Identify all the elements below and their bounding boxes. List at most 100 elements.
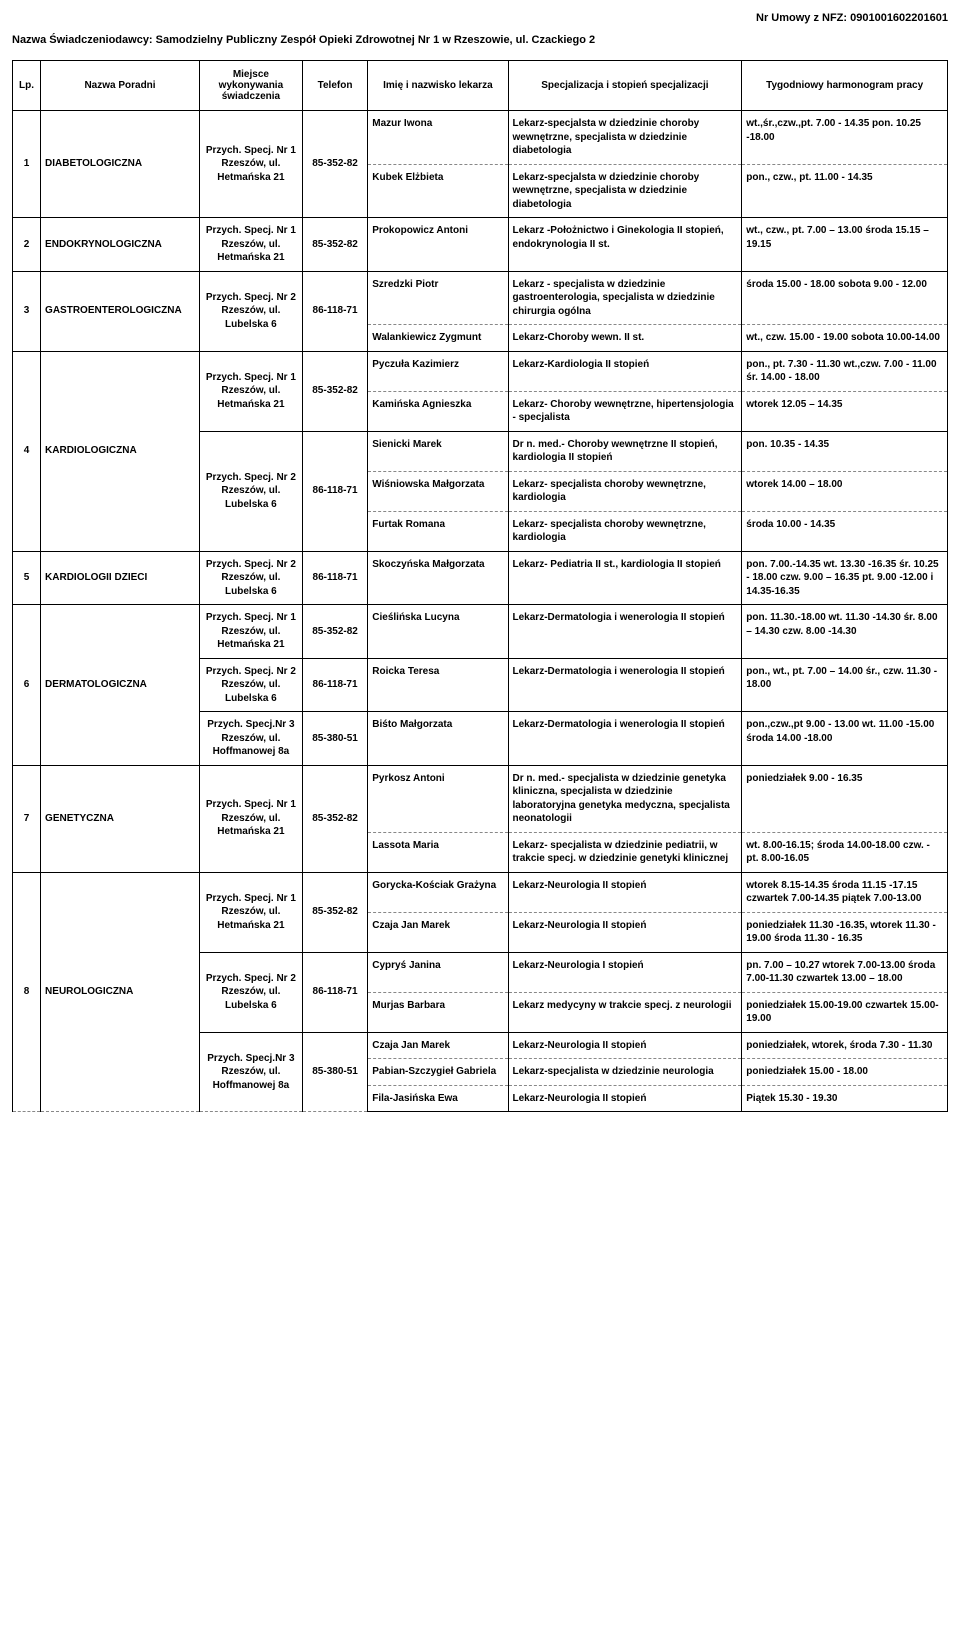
cell-doctor: Prokopowicz Antoni	[368, 218, 508, 272]
cell-lp: 7	[13, 765, 41, 872]
cell-spec: Lekarz medycyny w trakcie specj. z neuro…	[508, 992, 742, 1032]
cell-clinic: DERMATOLOGICZNA	[41, 605, 200, 766]
contract-number: Nr Umowy z NFZ: 0901001602201601	[12, 12, 948, 24]
cell-schedule: poniedziałek 15.00 - 18.00	[742, 1059, 948, 1086]
cell-doctor: Fila-Jasińska Ewa	[368, 1085, 508, 1112]
cell-clinic: ENDOKRYNOLOGICZNA	[41, 218, 200, 272]
cell-place: Przych. Specj. Nr 2 Rzeszów, ul. Lubelsk…	[199, 551, 302, 605]
table-row: 4KARDIOLOGICZNAPrzych. Specj. Nr 1 Rzesz…	[13, 351, 948, 391]
cell-place: Przych. Specj. Nr 1 Rzeszów, ul. Hetmańs…	[199, 218, 302, 272]
cell-spec: Lekarz-Dermatologia i wenerologia II sto…	[508, 605, 742, 659]
cell-schedule: środa 15.00 - 18.00 sobota 9.00 - 12.00	[742, 271, 948, 325]
cell-clinic: GENETYCZNA	[41, 765, 200, 872]
cell-spec: Lekarz-Dermatologia i wenerologia II sto…	[508, 658, 742, 712]
cell-phone: 85-352-82	[302, 765, 367, 872]
cell-doctor: Furtak Romana	[368, 511, 508, 551]
cell-doctor: Kubek Elżbieta	[368, 164, 508, 218]
cell-schedule: wt., czw. 15.00 - 19.00 sobota 10.00-14.…	[742, 325, 948, 352]
cell-doctor: Czaja Jan Marek	[368, 1032, 508, 1059]
cell-place: Przych. Specj. Nr 2 Rzeszów, ul. Lubelsk…	[199, 658, 302, 712]
cell-spec: Lekarz- Pediatria II st., kardiologia II…	[508, 551, 742, 605]
cell-place: Przych. Specj.Nr 3 Rzeszów, ul. Hoffmano…	[199, 1032, 302, 1112]
cell-clinic: KARDIOLOGICZNA	[41, 351, 200, 551]
cell-place: Przych. Specj. Nr 1 Rzeszów, ul. Hetmańs…	[199, 351, 302, 431]
cell-phone: 86-118-71	[302, 658, 367, 712]
cell-phone: 85-352-82	[302, 218, 367, 272]
cell-doctor: Biśto Małgorzata	[368, 712, 508, 766]
cell-spec: Lekarz- Choroby wewnętrzne, hipertensjol…	[508, 391, 742, 431]
cell-schedule: pon. 11.30.-18.00 wt. 11.30 -14.30 śr. 8…	[742, 605, 948, 659]
cell-schedule: poniedziałek 11.30 -16.35, wtorek 11.30 …	[742, 912, 948, 952]
cell-doctor: Lassota Maria	[368, 832, 508, 872]
cell-lp: 6	[13, 605, 41, 766]
cell-doctor: Pabian-Szczygieł Gabriela	[368, 1059, 508, 1086]
cell-spec: Lekarz-specjalista w dziedzinie neurolog…	[508, 1059, 742, 1086]
cell-clinic: KARDIOLOGII DZIECI	[41, 551, 200, 605]
cell-place: Przych. Specj. Nr 1 Rzeszów, ul. Hetmańs…	[199, 872, 302, 952]
cell-phone: 85-380-51	[302, 1032, 367, 1112]
cell-phone: 85-380-51	[302, 712, 367, 766]
cell-schedule: poniedziałek 15.00-19.00 czwartek 15.00-…	[742, 992, 948, 1032]
table-row: 7GENETYCZNAPrzych. Specj. Nr 1 Rzeszów, …	[13, 765, 948, 832]
cell-spec: Lekarz-Dermatologia i wenerologia II sto…	[508, 712, 742, 766]
cell-schedule: wtorek 8.15-14.35 środa 11.15 -17.15 czw…	[742, 872, 948, 912]
cell-spec: Lekarz-Choroby wewn. II st.	[508, 325, 742, 352]
table-row: 2ENDOKRYNOLOGICZNAPrzych. Specj. Nr 1 Rz…	[13, 218, 948, 272]
cell-place: Przych. Specj. Nr 2 Rzeszów, ul. Lubelsk…	[199, 431, 302, 551]
cell-clinic: DIABETOLOGICZNA	[41, 111, 200, 218]
cell-doctor: Roicka Teresa	[368, 658, 508, 712]
cell-doctor: Mazur Iwona	[368, 111, 508, 165]
cell-schedule: pon. 10.35 - 14.35	[742, 431, 948, 471]
cell-clinic: NEUROLOGICZNA	[41, 872, 200, 1112]
cell-schedule: środa 10.00 - 14.35	[742, 511, 948, 551]
cell-lp: 1	[13, 111, 41, 218]
cell-place: Przych. Specj.Nr 3 Rzeszów, ul. Hoffmano…	[199, 712, 302, 766]
cell-schedule: poniedziałek, wtorek, środa 7.30 - 11.30	[742, 1032, 948, 1059]
cell-doctor: Cieślińska Lucyna	[368, 605, 508, 659]
table-row: 1DIABETOLOGICZNAPrzych. Specj. Nr 1 Rzes…	[13, 111, 948, 165]
col-phone: Telefon	[302, 61, 367, 111]
cell-schedule: wt., czw., pt. 7.00 – 13.00 środa 15.15 …	[742, 218, 948, 272]
cell-lp: 8	[13, 872, 41, 1112]
cell-lp: 4	[13, 351, 41, 551]
cell-place: Przych. Specj. Nr 2 Rzeszów, ul. Lubelsk…	[199, 271, 302, 351]
col-place: Miejsce wykonywania świadczenia	[199, 61, 302, 111]
cell-phone: 85-352-82	[302, 111, 367, 218]
cell-schedule: wt. 8.00-16.15; środa 14.00-18.00 czw. -…	[742, 832, 948, 872]
table-header-row: Lp. Nazwa Poradni Miejsce wykonywania św…	[13, 61, 948, 111]
table-row: 5KARDIOLOGII DZIECIPrzych. Specj. Nr 2 R…	[13, 551, 948, 605]
cell-spec: Lekarz-Neurologia I stopień	[508, 952, 742, 992]
table-row: 8NEUROLOGICZNAPrzych. Specj. Nr 1 Rzeszó…	[13, 872, 948, 912]
cell-schedule: wt.,śr.,czw.,pt. 7.00 - 14.35 pon. 10.25…	[742, 111, 948, 165]
cell-doctor: Pyrkosz Antoni	[368, 765, 508, 832]
cell-schedule: poniedziałek 9.00 - 16.35	[742, 765, 948, 832]
cell-doctor: Pyczuła Kazimierz	[368, 351, 508, 391]
cell-spec: Lekarz-Neurologia II stopień	[508, 1085, 742, 1112]
cell-spec: Lekarz -Położnictwo i Ginekologia II sto…	[508, 218, 742, 272]
cell-schedule: wtorek 14.00 – 18.00	[742, 471, 948, 511]
col-doctor: Imię i nazwisko lekarza	[368, 61, 508, 111]
cell-lp: 5	[13, 551, 41, 605]
cell-place: Przych. Specj. Nr 1 Rzeszów, ul. Hetmańs…	[199, 765, 302, 872]
cell-doctor: Sienicki Marek	[368, 431, 508, 471]
cell-lp: 2	[13, 218, 41, 272]
table-row: 3GASTROENTEROLOGICZNAPrzych. Specj. Nr 2…	[13, 271, 948, 325]
cell-spec: Lekarz-specjalsta w dziedzinie choroby w…	[508, 164, 742, 218]
cell-doctor: Cypryś Janina	[368, 952, 508, 992]
cell-spec: Lekarz-Kardiologia II stopień	[508, 351, 742, 391]
cell-spec: Lekarz- specjalista choroby wewnętrzne, …	[508, 511, 742, 551]
cell-spec: Lekarz-Neurologia II stopień	[508, 1032, 742, 1059]
cell-phone: 86-118-71	[302, 551, 367, 605]
cell-phone: 86-118-71	[302, 431, 367, 551]
cell-spec: Lekarz- specjalista choroby wewnętrzne, …	[508, 471, 742, 511]
col-spec: Specjalizacja i stopień specjalizacji	[508, 61, 742, 111]
cell-spec: Lekarz- specjalista w dziedzinie pediatr…	[508, 832, 742, 872]
cell-schedule: pon., pt. 7.30 - 11.30 wt.,czw. 7.00 - 1…	[742, 351, 948, 391]
cell-spec: Lekarz-Neurologia II stopień	[508, 872, 742, 912]
cell-schedule: pon., czw., pt. 11.00 - 14.35	[742, 164, 948, 218]
cell-doctor: Skoczyńska Małgorzata	[368, 551, 508, 605]
cell-schedule: pn. 7.00 – 10.27 wtorek 7.00-13.00 środa…	[742, 952, 948, 992]
cell-phone: 86-118-71	[302, 271, 367, 351]
cell-place: Przych. Specj. Nr 2 Rzeszów, ul. Lubelsk…	[199, 952, 302, 1032]
cell-lp: 3	[13, 271, 41, 351]
